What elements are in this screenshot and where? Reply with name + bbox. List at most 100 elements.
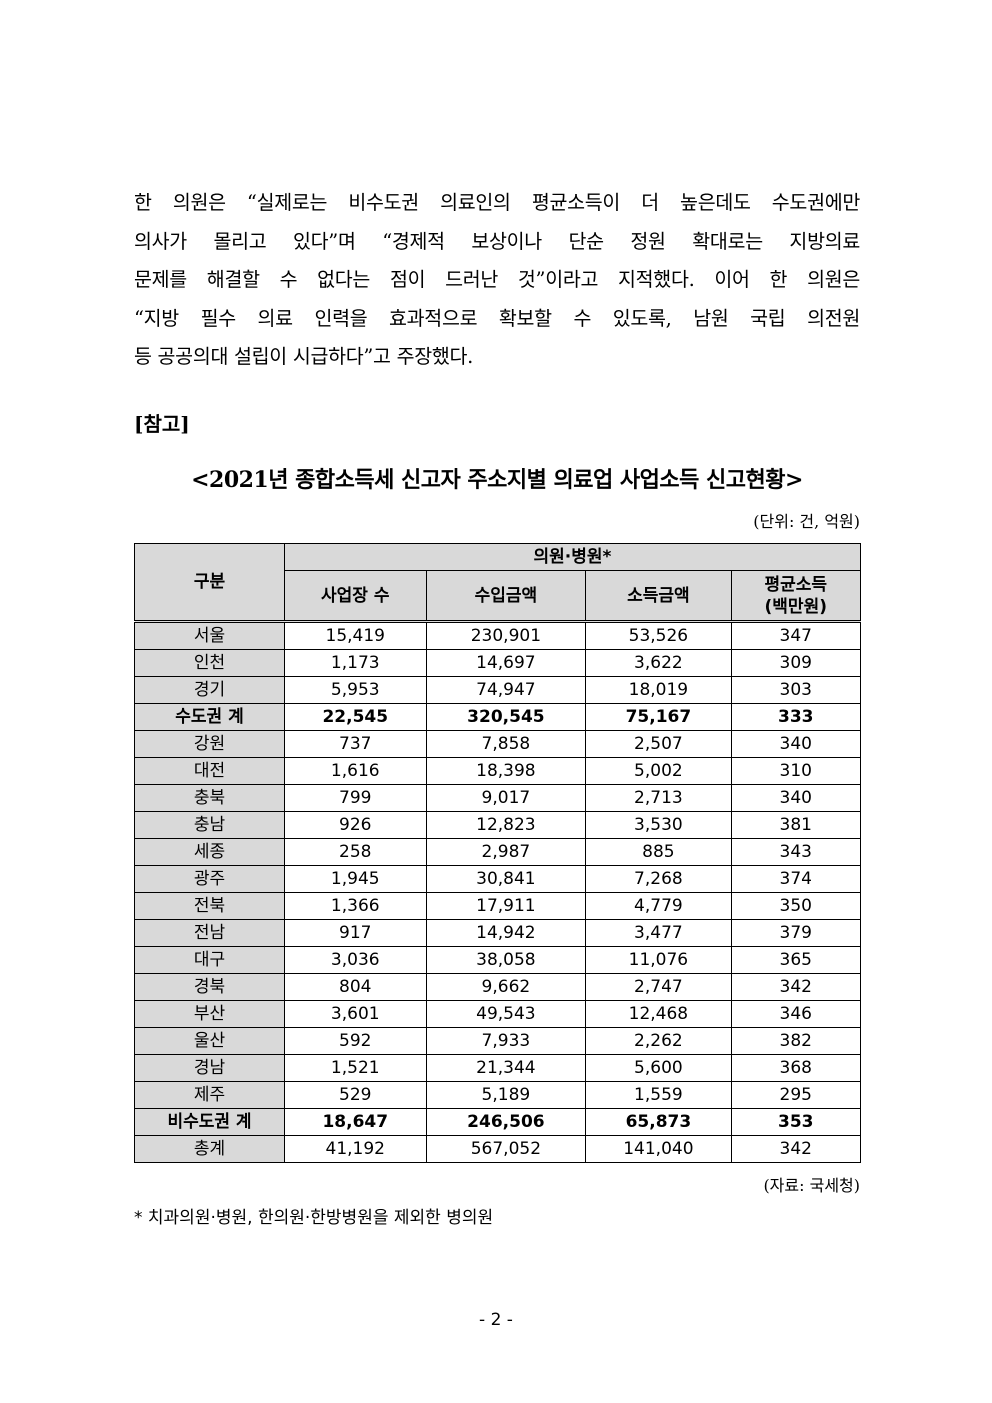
region-label: 강원 <box>134 730 285 758</box>
page-number: - 2 - <box>479 1310 513 1330</box>
table-cell: 350 <box>730 892 861 920</box>
table-cell: 2,262 <box>585 1027 732 1055</box>
table-cell: 14,942 <box>425 919 587 947</box>
table-cell: 2,713 <box>585 784 732 812</box>
region-label: 경남 <box>134 1054 285 1082</box>
unit-note: (단위: 건, 억원) <box>753 512 860 531</box>
table-cell: 529 <box>284 1081 427 1109</box>
table-cell: 3,601 <box>284 1000 427 1028</box>
body-paragraph: 한 의원은 “실제로는 비수도권 의료인의 평균소득이 더 높은데도 수도권에만… <box>134 184 860 377</box>
table-cell: 2,987 <box>425 838 587 866</box>
region-label: 광주 <box>134 865 285 893</box>
body-line: “지방 필수 의료 인력을 효과적으로 확보할 수 있도록, 남원 국립 의전원 <box>134 306 860 330</box>
table-cell: 1,366 <box>284 892 427 920</box>
table-cell: 885 <box>585 838 732 866</box>
table-cell: 3,622 <box>585 649 732 677</box>
table-cell: 18,019 <box>585 676 732 704</box>
region-label: 총계 <box>134 1135 285 1163</box>
column-header: 수입금액 <box>425 570 587 622</box>
income-table: 구분 의원·병원* 사업장 수 수입금액 소득금액 평균소득 (백만원) 서울 1… <box>134 543 861 1163</box>
table-cell: 14,697 <box>425 649 587 677</box>
table-cell: 1,521 <box>284 1054 427 1082</box>
table-cell: 9,017 <box>425 784 587 812</box>
row-header: 구분 <box>134 543 285 622</box>
source-note: (자료: 국세청) <box>763 1176 860 1195</box>
table-cell: 1,173 <box>284 649 427 677</box>
table-cell: 368 <box>730 1054 861 1082</box>
table-cell: 4,779 <box>585 892 732 920</box>
table-cell: 7,268 <box>585 865 732 893</box>
table-row: 경북 804 9,662 2,747 342 <box>134 973 861 1001</box>
table-cell: 333 <box>730 703 861 731</box>
group-header: 의원·병원* <box>284 543 861 571</box>
table-cell: 2,747 <box>585 973 732 1001</box>
table-cell: 3,036 <box>284 946 427 974</box>
region-label: 대전 <box>134 757 285 785</box>
table-cell: 382 <box>730 1027 861 1055</box>
table-cell: 1,616 <box>284 757 427 785</box>
table-cell: 343 <box>730 838 861 866</box>
table-cell: 3,477 <box>585 919 732 947</box>
table-cell: 141,040 <box>585 1135 732 1163</box>
table-cell: 1,559 <box>585 1081 732 1109</box>
table-cell: 310 <box>730 757 861 785</box>
table-cell: 22,545 <box>284 703 427 731</box>
table-cell: 12,823 <box>425 811 587 839</box>
table-row: 인천 1,173 14,697 3,622 309 <box>134 649 861 677</box>
table-row: 부산 3,601 49,543 12,468 346 <box>134 1000 861 1028</box>
table-cell: 295 <box>730 1081 861 1109</box>
table-cell: 381 <box>730 811 861 839</box>
region-label: 제주 <box>134 1081 285 1109</box>
table-cell: 30,841 <box>425 865 587 893</box>
body-line: 의사가 몰리고 있다”며 “경제적 보상이나 단순 정원 확대로는 지방의료 <box>134 229 860 253</box>
table-cell: 41,192 <box>284 1135 427 1163</box>
table-cell: 926 <box>284 811 427 839</box>
table-row: 제주 529 5,189 1,559 295 <box>134 1081 861 1109</box>
region-label: 서울 <box>134 621 285 650</box>
table-title: <2021년 종합소득세 신고자 주소지별 의료업 사업소득 신고현황> <box>191 467 803 493</box>
column-header: 사업장 수 <box>284 570 427 622</box>
table-cell: 1,945 <box>284 865 427 893</box>
table-cell: 365 <box>730 946 861 974</box>
region-label: 경북 <box>134 973 285 1001</box>
table-cell: 374 <box>730 865 861 893</box>
table-cell: 17,911 <box>425 892 587 920</box>
body-line: 한 의원은 “실제로는 비수도권 의료인의 평균소득이 더 높은데도 수도권에만 <box>134 191 860 214</box>
body-line: 등 공공의대 설립이 시급하다”고 주장했다. <box>134 345 474 368</box>
body-line: 문제를 해결할 수 없다는 점이 드러난 것”이라고 지적했다. 이어 한 의원… <box>134 268 860 291</box>
table-row: 경기 5,953 74,947 18,019 303 <box>134 676 861 704</box>
table-row: 비수도권 계 18,647 246,506 65,873 353 <box>134 1108 861 1136</box>
table-cell: 7,933 <box>425 1027 587 1055</box>
column-header: 평균소득 (백만원) <box>730 570 861 622</box>
table-cell: 5,002 <box>585 757 732 785</box>
region-label: 전북 <box>134 892 285 920</box>
table-row: 수도권 계 22,545 320,545 75,167 333 <box>134 703 861 731</box>
table-cell: 340 <box>730 730 861 758</box>
table-cell: 309 <box>730 649 861 677</box>
table-row: 서울 15,419 230,901 53,526 347 <box>134 621 861 650</box>
table-cell: 346 <box>730 1000 861 1028</box>
region-label: 충북 <box>134 784 285 812</box>
table-row: 전남 917 14,942 3,477 379 <box>134 919 861 947</box>
table-cell: 592 <box>284 1027 427 1055</box>
region-label: 전남 <box>134 919 285 947</box>
table-cell: 5,600 <box>585 1054 732 1082</box>
column-header: 소득금액 <box>585 570 732 622</box>
table-cell: 230,901 <box>425 621 587 650</box>
table-cell: 74,947 <box>425 676 587 704</box>
region-label: 경기 <box>134 676 285 704</box>
table-row: 대전 1,616 18,398 5,002 310 <box>134 757 861 785</box>
table-cell: 65,873 <box>585 1108 732 1136</box>
table-cell: 2,507 <box>585 730 732 758</box>
region-label: 부산 <box>134 1000 285 1028</box>
table-cell: 5,189 <box>425 1081 587 1109</box>
table-cell: 342 <box>730 973 861 1001</box>
region-label: 인천 <box>134 649 285 677</box>
region-label: 세종 <box>134 838 285 866</box>
table-cell: 347 <box>730 621 861 650</box>
table-cell: 9,662 <box>425 973 587 1001</box>
table-cell: 246,506 <box>425 1108 587 1136</box>
table-cell: 342 <box>730 1135 861 1163</box>
table-body: 서울 15,419 230,901 53,526 347 인천 1,173 14,697 3,6… <box>134 621 861 1163</box>
table-cell: 12,468 <box>585 1000 732 1028</box>
